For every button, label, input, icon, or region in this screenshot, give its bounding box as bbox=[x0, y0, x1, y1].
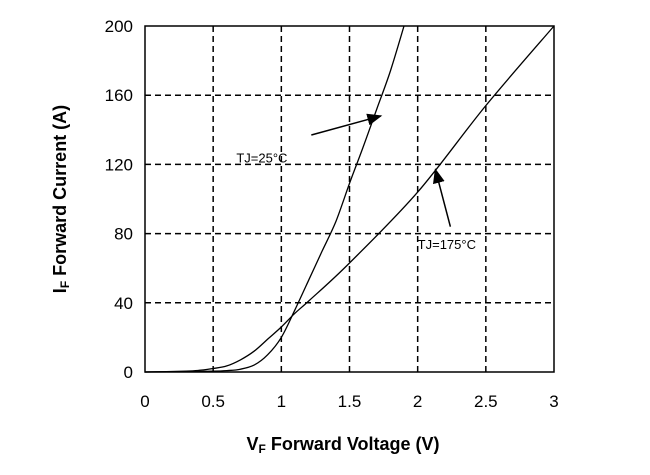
y-tick-label: 40 bbox=[114, 294, 133, 313]
plot-frame bbox=[144, 25, 555, 373]
y-tick-label: 80 bbox=[114, 225, 133, 244]
x-tick-label: 2.5 bbox=[474, 392, 498, 411]
y-axis-title: IF Forward Current (A) bbox=[50, 105, 72, 293]
y-tick-label: 120 bbox=[105, 155, 133, 174]
series-tj25-line bbox=[144, 25, 405, 373]
series-layer bbox=[144, 25, 555, 373]
x-tick-label: 1.5 bbox=[338, 392, 362, 411]
x-tick-labels: 0 0.5 1 1.5 2 2.5 3 bbox=[140, 392, 558, 411]
x-tick-label: 2 bbox=[413, 392, 422, 411]
y-tick-labels: 0 40 80 120 160 200 bbox=[105, 17, 133, 382]
x-tick-label: 0 bbox=[140, 392, 149, 411]
x-tick-label: 1 bbox=[277, 392, 286, 411]
grid-lines bbox=[145, 26, 554, 372]
annotation-arrow bbox=[311, 113, 383, 136]
annotation-tj25-label: TJ=25°C bbox=[236, 151, 287, 166]
series-tj175-line bbox=[144, 25, 555, 373]
x-axis-title: VF Forward Voltage (V) bbox=[246, 434, 439, 456]
annotation-arrow bbox=[433, 168, 452, 227]
annotation-layer: TJ=25°C TJ=175°C bbox=[236, 113, 476, 252]
y-tick-label: 160 bbox=[105, 86, 133, 105]
x-tick-label: 0.5 bbox=[201, 392, 225, 411]
x-tick-label: 3 bbox=[549, 392, 558, 411]
y-tick-label: 200 bbox=[105, 17, 133, 36]
y-tick-label: 0 bbox=[124, 363, 133, 382]
annotation-tj175-label: TJ=175°C bbox=[418, 237, 476, 252]
